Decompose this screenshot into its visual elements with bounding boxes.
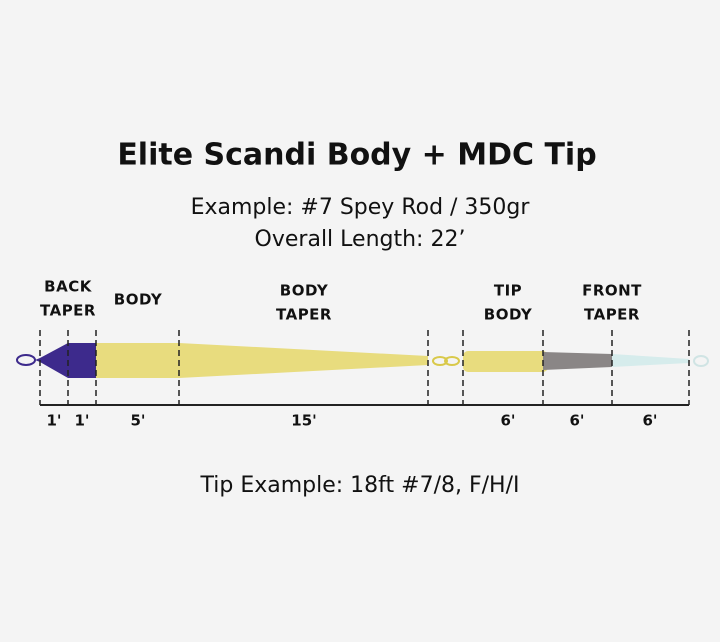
lengths: 1' 1' 5' 15' 6' 6' 6' xyxy=(46,412,657,430)
body xyxy=(96,343,179,378)
section-label: BACK xyxy=(44,278,93,296)
section-labels: BACK TAPER BODY BODY TAPER TIP BODY FRON… xyxy=(40,278,642,324)
section-label: TAPER xyxy=(276,306,332,324)
length-label: 1' xyxy=(46,412,61,430)
section-label: TIP xyxy=(494,282,522,300)
back-taper xyxy=(35,343,96,378)
length-label: 6' xyxy=(642,412,657,430)
length-label: 5' xyxy=(130,412,145,430)
subtitle: Example: #7 Spey Rod / 350gr xyxy=(191,195,531,220)
length-label: 6' xyxy=(569,412,584,430)
section-label: TAPER xyxy=(584,306,640,324)
dividers xyxy=(39,330,690,406)
section-label: BODY xyxy=(280,282,329,300)
section-label: BODY xyxy=(114,291,163,309)
length-label: 1' xyxy=(74,412,89,430)
body-taper xyxy=(179,343,428,378)
loop xyxy=(693,355,709,367)
connector xyxy=(444,356,460,366)
section-label: BODY xyxy=(484,306,533,324)
section-label: TAPER xyxy=(40,302,96,320)
tip-gray xyxy=(543,352,612,370)
subtitle: Overall Length: 22’ xyxy=(255,227,466,252)
length-label: 6' xyxy=(500,412,515,430)
length-label: 15' xyxy=(291,412,316,430)
fly-line xyxy=(16,343,709,378)
tip-body xyxy=(463,351,548,372)
title: Elite Scandi Body + MDC Tip xyxy=(117,138,596,173)
section-label: FRONT xyxy=(582,282,642,300)
tip-example: Tip Example: 18ft #7/8, F/H/I xyxy=(200,473,520,498)
front-taper xyxy=(612,354,689,367)
connector xyxy=(432,356,448,366)
